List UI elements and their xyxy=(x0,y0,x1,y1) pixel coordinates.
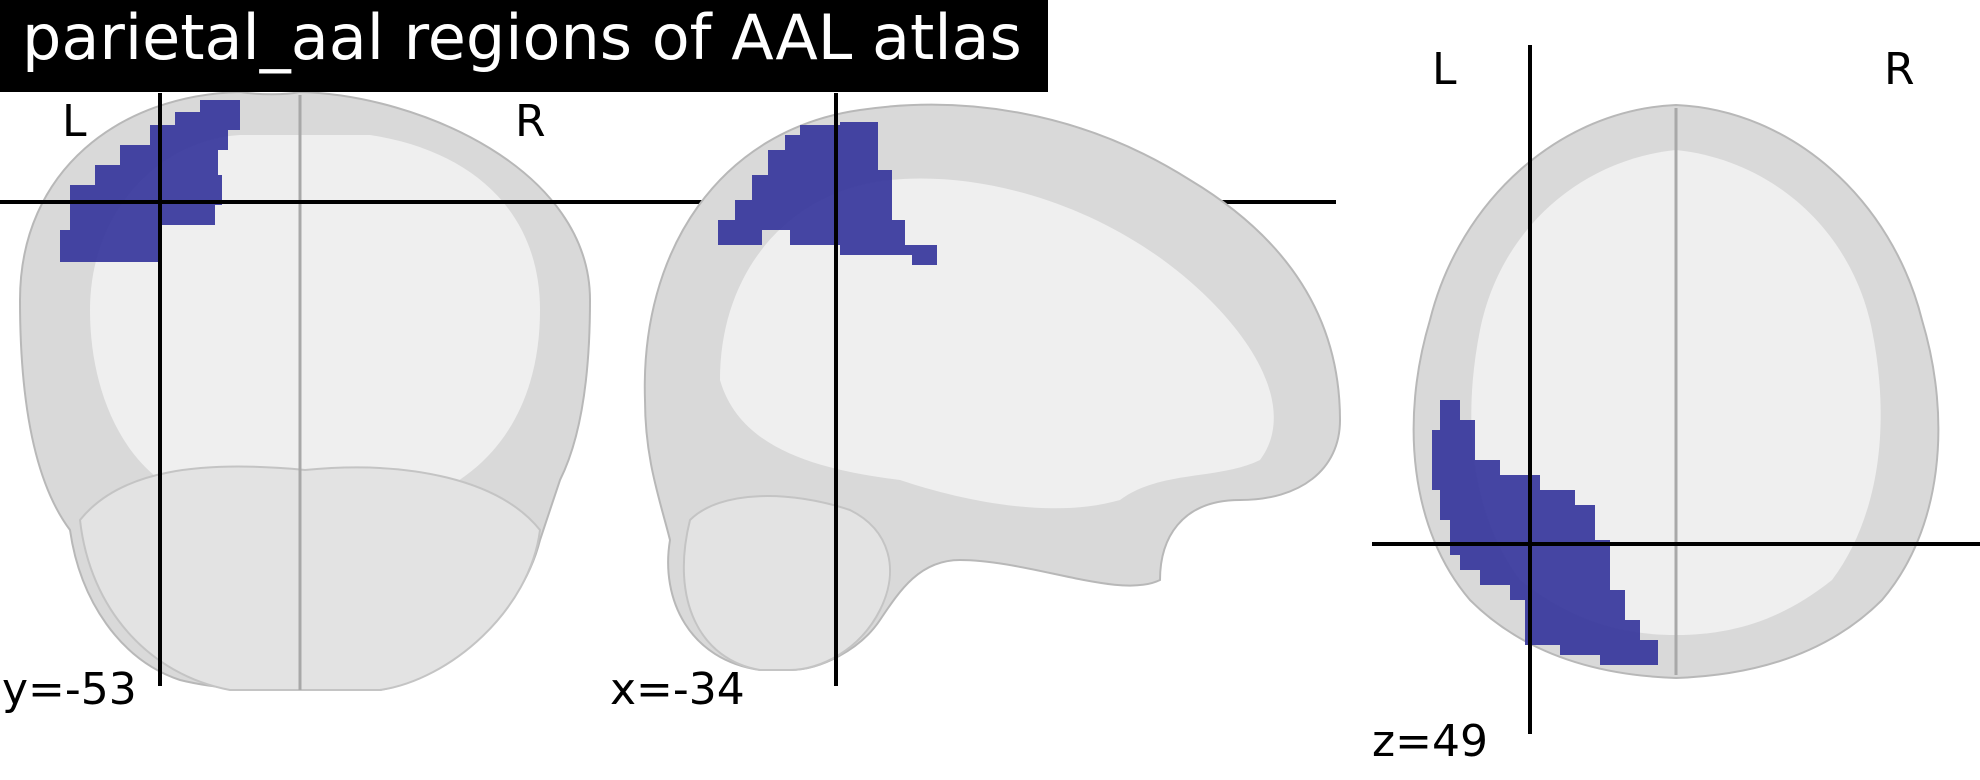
coronal-left-label: L xyxy=(62,100,87,144)
sagittal-view xyxy=(645,93,1340,686)
sagittal-coordinate-label: x=-34 xyxy=(610,668,745,712)
title-banner: parietal_aal regions of AAL atlas xyxy=(0,0,1048,92)
axial-coordinate-label: z=49 xyxy=(1372,720,1488,764)
coronal-right-label: R xyxy=(515,100,546,144)
axial-view xyxy=(1372,45,1980,734)
coronal-coordinate-label: y=-53 xyxy=(2,668,137,712)
axial-left-label: L xyxy=(1432,48,1457,92)
axial-right-label: R xyxy=(1884,48,1915,92)
figure-title: parietal_aal regions of AAL atlas xyxy=(22,2,1022,74)
